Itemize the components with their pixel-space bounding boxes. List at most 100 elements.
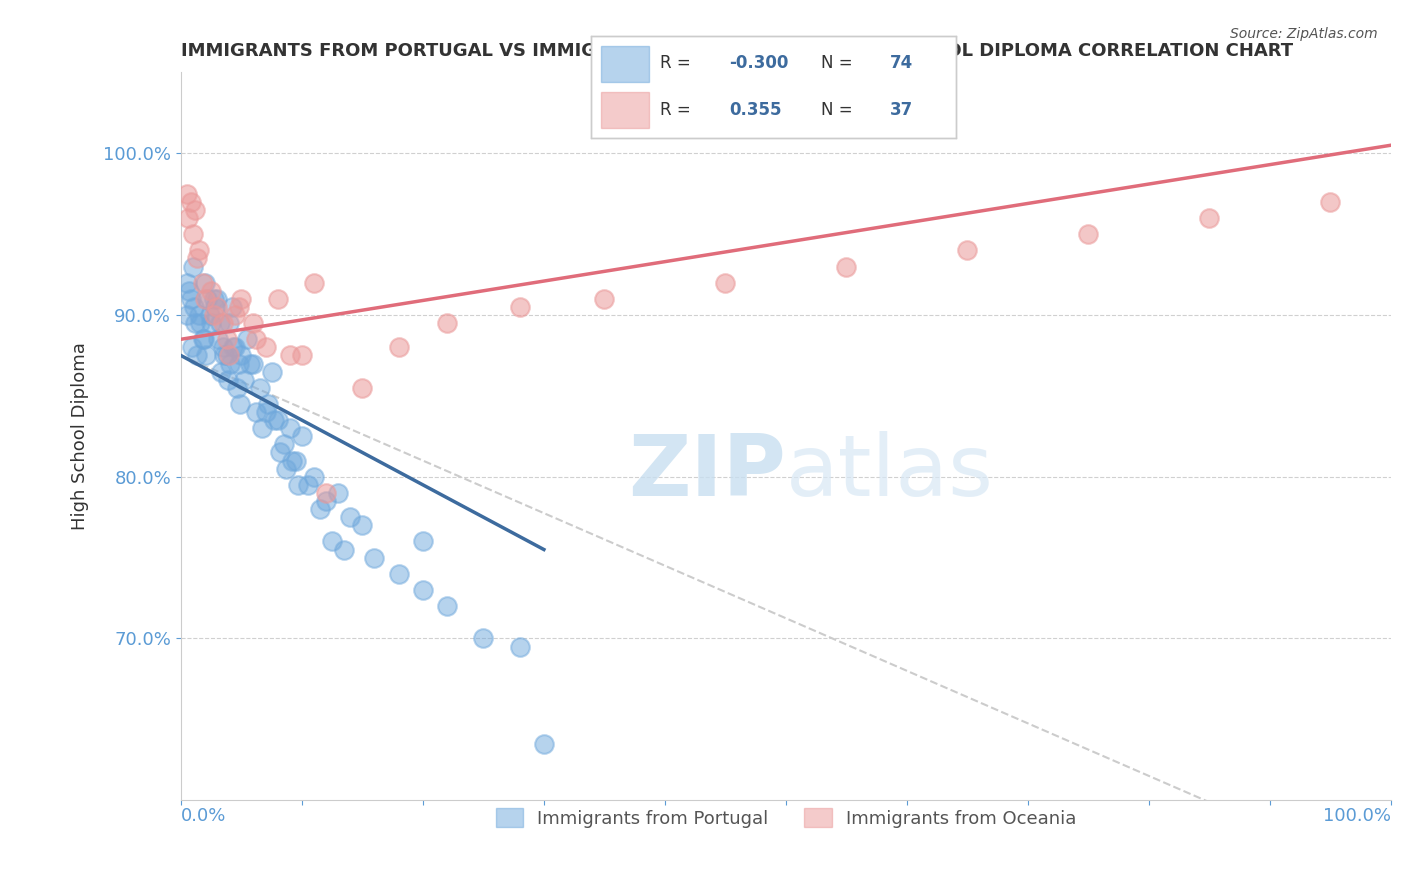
Point — [214, 348, 236, 362]
Point — [188, 316, 211, 330]
Point — [412, 534, 434, 549]
Point — [302, 276, 325, 290]
Point — [297, 478, 319, 492]
Point — [254, 405, 277, 419]
Y-axis label: High School Diploma: High School Diploma — [72, 343, 89, 530]
Point — [273, 437, 295, 451]
Text: R =: R = — [659, 101, 696, 119]
Point — [232, 373, 254, 387]
Point — [254, 340, 277, 354]
Text: 100.0%: 100.0% — [1323, 807, 1391, 825]
Point — [176, 308, 198, 322]
Point — [388, 566, 411, 581]
Point — [1319, 194, 1341, 209]
Point — [200, 316, 222, 330]
Text: Source: ZipAtlas.com: Source: ZipAtlas.com — [1230, 27, 1378, 41]
Text: 0.0%: 0.0% — [181, 807, 226, 825]
Point — [287, 478, 309, 492]
Point — [181, 260, 204, 274]
Point — [202, 292, 225, 306]
Text: ZIP: ZIP — [628, 431, 786, 514]
Point — [215, 348, 238, 362]
Point — [188, 308, 211, 322]
Point — [302, 469, 325, 483]
Point — [315, 486, 337, 500]
Point — [239, 357, 262, 371]
Point — [436, 316, 458, 330]
Point — [181, 227, 204, 242]
Point — [228, 357, 250, 371]
Point — [218, 348, 240, 362]
Point — [269, 445, 291, 459]
Point — [956, 244, 979, 258]
Point — [278, 348, 301, 362]
Text: 0.355: 0.355 — [730, 101, 782, 119]
Point — [1198, 211, 1220, 225]
Point — [231, 292, 253, 306]
Point — [412, 582, 434, 597]
Legend: Immigrants from Portugal, Immigrants from Oceania: Immigrants from Portugal, Immigrants fro… — [488, 801, 1084, 835]
Point — [250, 421, 273, 435]
Text: 74: 74 — [890, 54, 914, 72]
Point — [205, 300, 228, 314]
Point — [229, 397, 252, 411]
FancyBboxPatch shape — [602, 92, 650, 128]
Text: atlas: atlas — [786, 431, 994, 514]
Point — [276, 461, 298, 475]
Point — [205, 292, 228, 306]
Point — [221, 300, 243, 314]
Text: 37: 37 — [890, 101, 914, 119]
Point — [225, 381, 247, 395]
Point — [263, 413, 285, 427]
Point — [260, 365, 283, 379]
Point — [242, 316, 264, 330]
Point — [291, 348, 314, 362]
Point — [191, 276, 214, 290]
Point — [472, 632, 495, 646]
Point — [352, 518, 374, 533]
Point — [194, 276, 217, 290]
Text: N =: N = — [821, 54, 858, 72]
Point — [200, 284, 222, 298]
Point — [207, 332, 229, 346]
Point — [179, 284, 201, 298]
Point — [195, 348, 218, 362]
Point — [183, 300, 205, 314]
FancyBboxPatch shape — [602, 46, 650, 82]
Point — [188, 244, 211, 258]
Point — [249, 381, 271, 395]
Point — [1077, 227, 1099, 242]
Text: -0.300: -0.300 — [730, 54, 789, 72]
Point — [835, 260, 858, 274]
Point — [291, 429, 314, 443]
Point — [436, 599, 458, 614]
Point — [217, 373, 239, 387]
Point — [321, 534, 343, 549]
Point — [204, 300, 226, 314]
Text: N =: N = — [821, 101, 858, 119]
Point — [180, 194, 202, 209]
Point — [224, 308, 246, 322]
Point — [231, 348, 253, 362]
Point — [315, 494, 337, 508]
Point — [352, 381, 374, 395]
Point — [509, 300, 531, 314]
Point — [363, 550, 385, 565]
Point — [176, 186, 198, 201]
Point — [266, 413, 288, 427]
Point — [177, 211, 200, 225]
Point — [197, 292, 219, 306]
Point — [339, 510, 361, 524]
Point — [215, 332, 238, 346]
Point — [202, 308, 225, 322]
Text: R =: R = — [659, 54, 696, 72]
Point — [533, 737, 555, 751]
Point — [191, 332, 214, 346]
Point — [236, 332, 259, 346]
Point — [180, 292, 202, 306]
Point — [388, 340, 411, 354]
Point — [242, 357, 264, 371]
Point — [208, 316, 231, 330]
Point — [266, 292, 288, 306]
Point — [176, 276, 198, 290]
